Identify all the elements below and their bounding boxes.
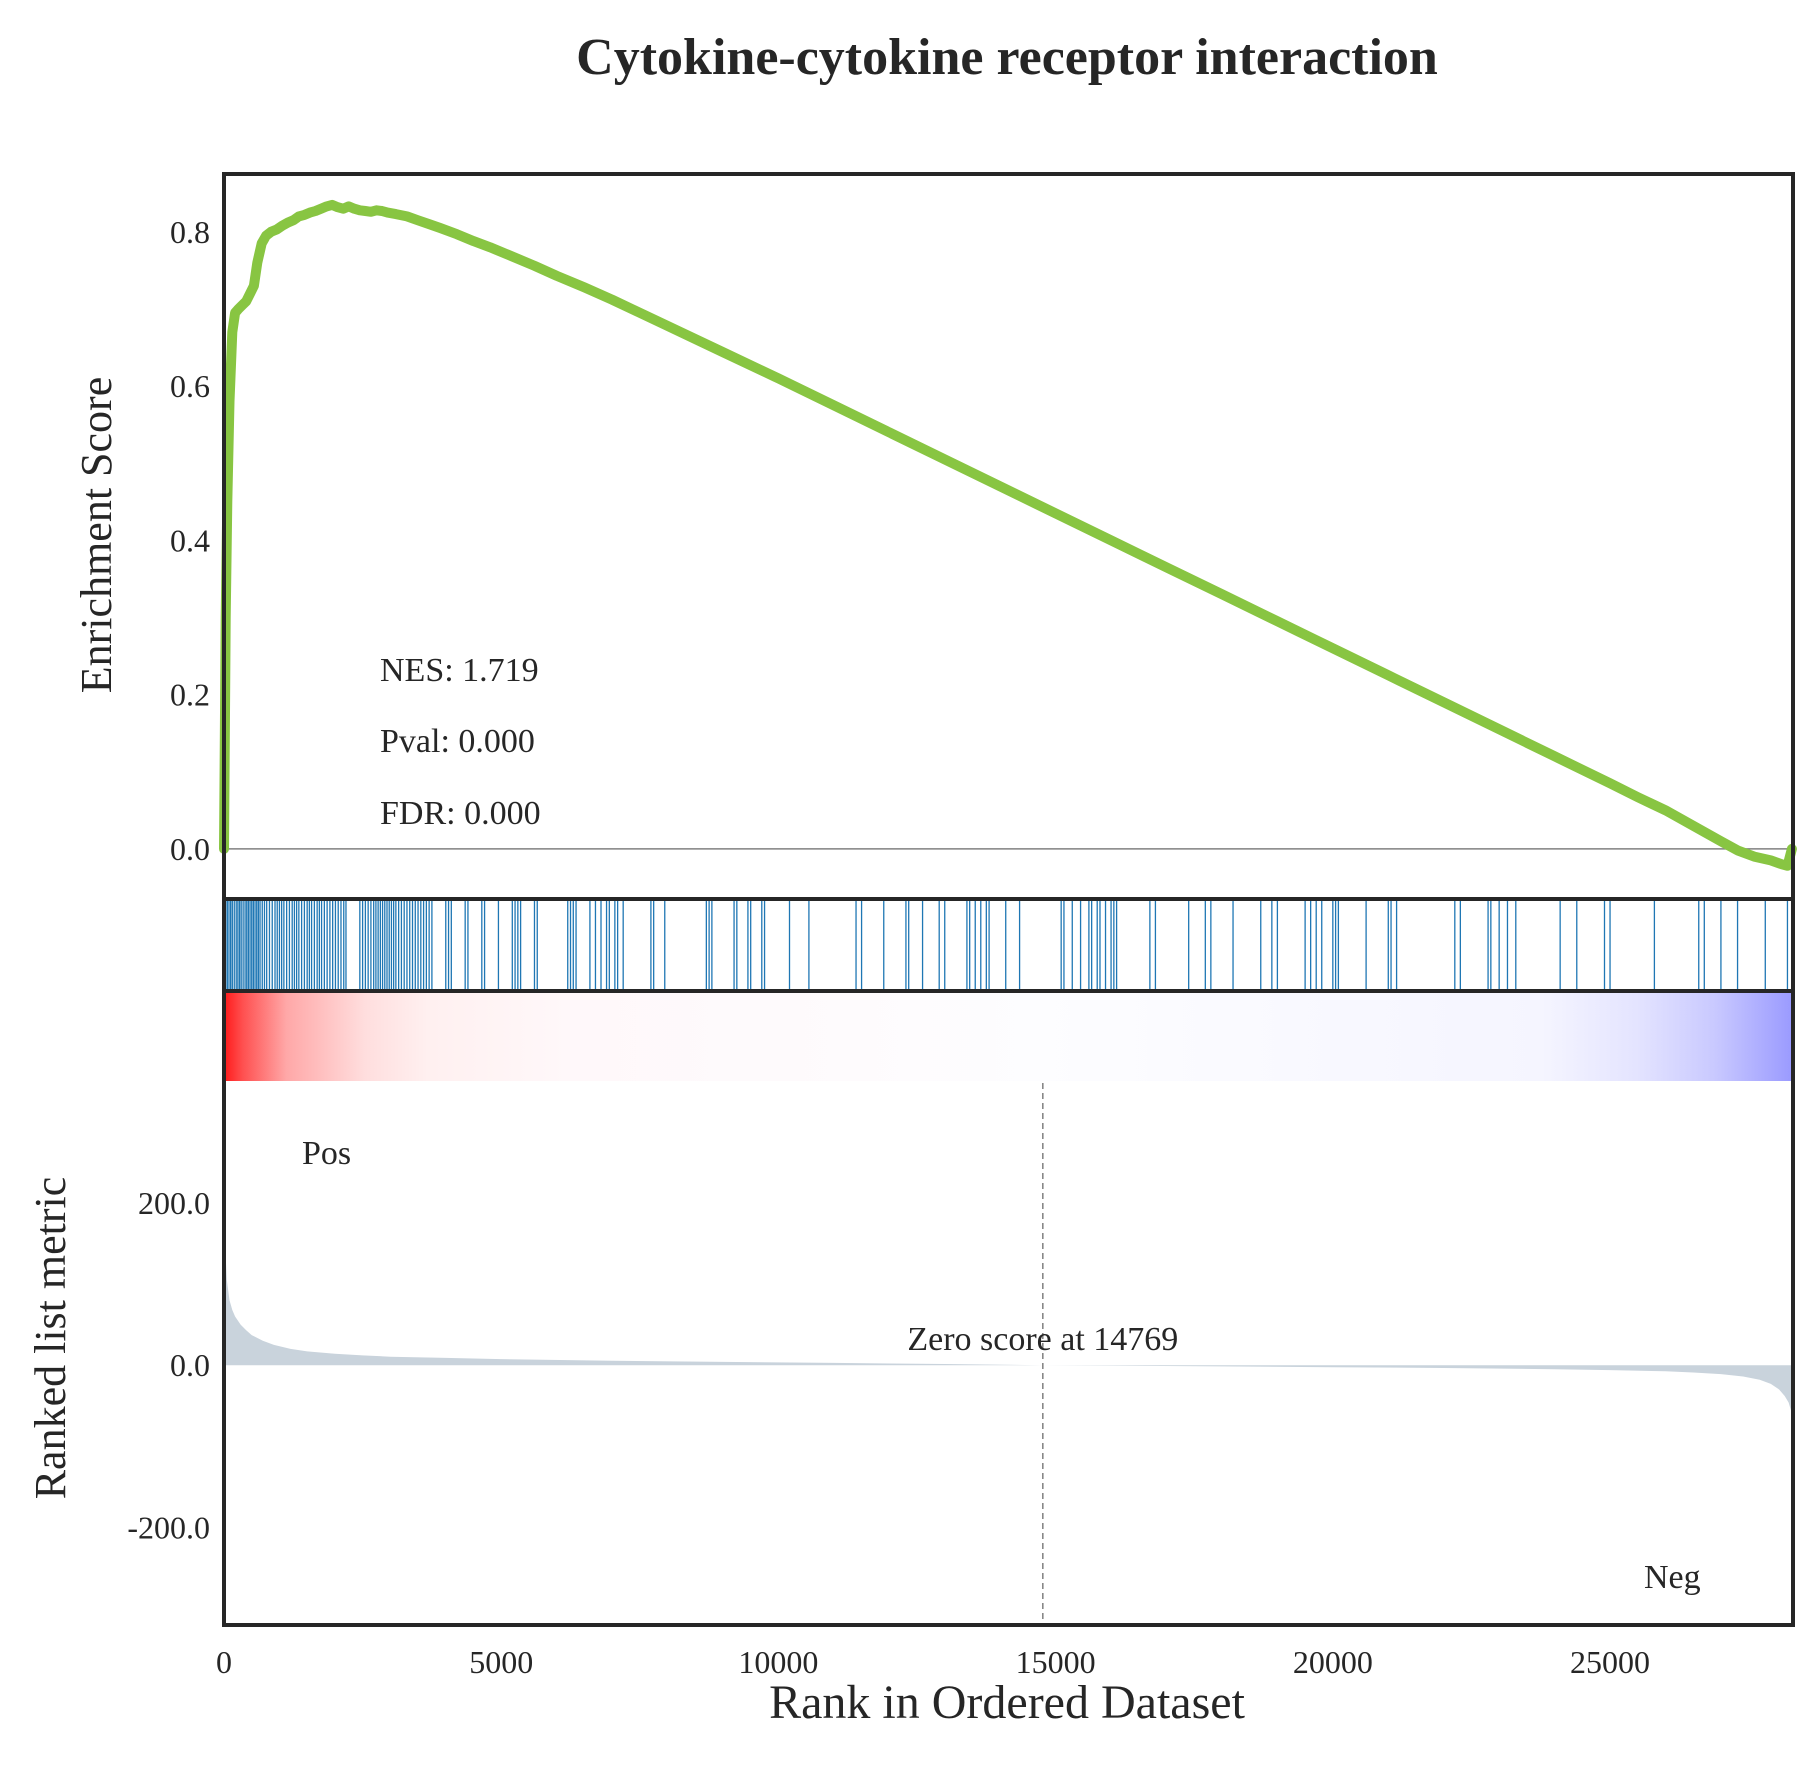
es-y-tick-label: 0.6 <box>170 368 210 404</box>
zero-score-label: Zero score at 14769 <box>907 1321 1178 1358</box>
es-y-tick-label: 0.8 <box>170 214 210 250</box>
x-tick-label: 0 <box>216 1644 232 1680</box>
metric-y-tick-label: 0.0 <box>170 1347 210 1383</box>
x-tick-label: 10000 <box>738 1644 818 1680</box>
x-tick-label: 15000 <box>1016 1644 1096 1680</box>
x-axis-label: Rank in Ordered Dataset <box>769 1676 1245 1729</box>
metric-y-ticks: -200.0 0.0 200.0 <box>127 1185 210 1546</box>
pval-stat: Pval: 0.000 <box>380 723 535 760</box>
x-tick-label: 25000 <box>1570 1644 1650 1680</box>
metric-y-tick-label: -200.0 <box>127 1510 210 1546</box>
es-series-line <box>219 199 1797 871</box>
ranked-metric-panel: Zero score at 14769 Pos Neg -200.0 0.0 200… <box>26 989 1795 1627</box>
lower-panel-frame <box>222 989 1795 1627</box>
chart-title: Cytokine-cytokine receptor interaction <box>576 29 1438 86</box>
gene-hits-panel <box>222 897 1795 993</box>
es-y-tick-label: 0.0 <box>170 831 210 867</box>
es-y-axis-label: Enrichment Score <box>72 377 121 693</box>
x-ticks: 0 5000 10000 15000 20000 25000 <box>216 1644 1650 1680</box>
es-y-ticks: 0.0 0.2 0.4 0.6 0.8 <box>170 214 210 867</box>
fdr-stat: FDR: 0.000 <box>380 795 541 832</box>
neg-label: Neg <box>1644 1559 1701 1596</box>
gene-hit-marks <box>225 901 1789 989</box>
es-y-tick-label: 0.4 <box>170 522 210 558</box>
x-tick-label: 20000 <box>1293 1644 1373 1680</box>
pos-label: Pos <box>302 1135 351 1172</box>
rank-gradient-bar <box>224 991 1793 1081</box>
x-tick-label: 5000 <box>469 1644 533 1680</box>
metric-y-axis-label: Ranked list metric <box>26 1177 75 1500</box>
nes-stat: NES: 1.719 <box>380 652 539 689</box>
metric-y-tick-label: 200.0 <box>138 1185 210 1221</box>
es-y-tick-label: 0.2 <box>170 677 210 713</box>
